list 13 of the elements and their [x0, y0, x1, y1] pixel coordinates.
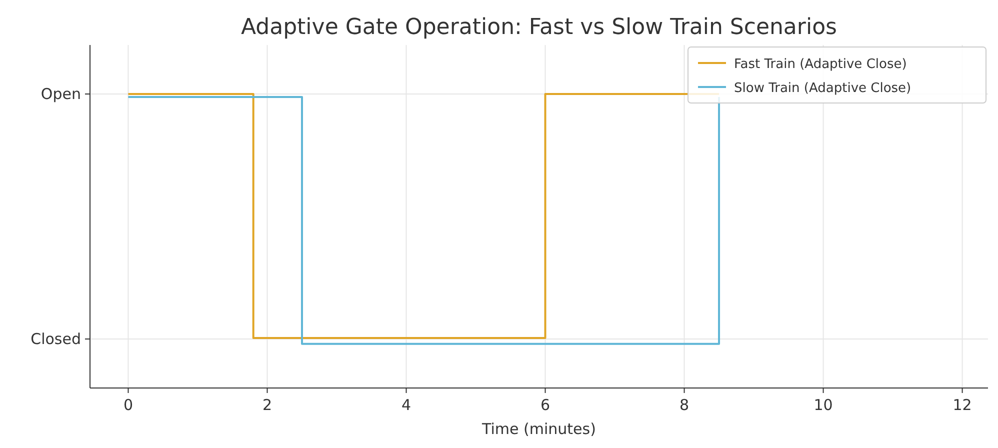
x-axis-title: Time (minutes) — [481, 420, 596, 438]
legend-label: Fast Train (Adaptive Close) — [734, 57, 907, 72]
x-tick-label: 6 — [540, 396, 550, 414]
category-label: Open — [40, 85, 81, 103]
chart-title: Adaptive Gate Operation: Fast vs Slow Train Scenarios — [240, 15, 838, 40]
x-tick-label: 4 — [401, 396, 412, 414]
x-tick-label: 12 — [952, 396, 972, 414]
legend-label: Slow Train (Adaptive Close) — [734, 81, 912, 96]
x-tick-label: 2 — [262, 396, 272, 414]
x-tick-label: 8 — [679, 396, 690, 414]
category-label: Closed — [30, 330, 81, 348]
x-tick-label: 10 — [814, 396, 833, 414]
x-tick-label: 0 — [123, 396, 133, 414]
